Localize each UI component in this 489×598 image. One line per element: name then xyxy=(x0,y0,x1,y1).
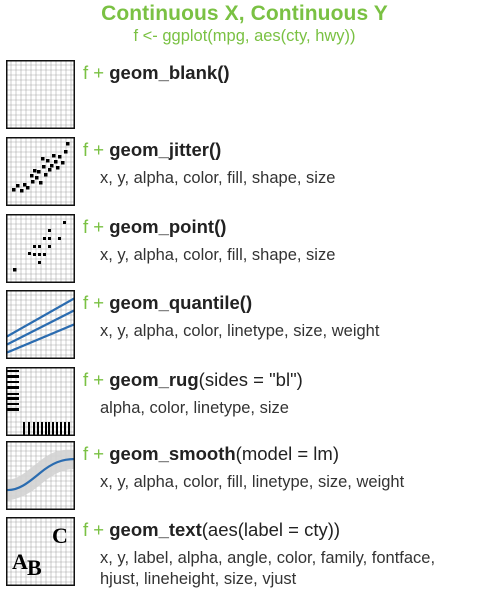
grid-lines xyxy=(6,137,75,206)
icon-frame xyxy=(6,137,75,206)
function-name: geom_blank xyxy=(109,62,218,83)
geom-blank-call: f + geom_blank() xyxy=(83,62,230,84)
f-plus: f + xyxy=(83,62,110,83)
geom-rug-call: f + geom_rug(sides = "bl") xyxy=(83,369,303,391)
icon-frame xyxy=(6,60,75,129)
geom-smooth-aesthetics: x, y, alpha, color, fill, linetype, size… xyxy=(100,473,405,491)
function-args: (aes(label = cty)) xyxy=(201,519,341,540)
geom-text-call: f + geom_text(aes(label = cty)) xyxy=(83,519,340,541)
function-name: geom_quantile xyxy=(109,292,240,313)
geom-smooth-icon xyxy=(6,441,75,510)
text-letter-c: C xyxy=(52,523,68,548)
geom-point-icon xyxy=(6,214,75,283)
page-title: Continuous X, Continuous Y xyxy=(101,2,388,25)
rug-left xyxy=(6,370,19,411)
geom-quantile-icon xyxy=(6,290,75,359)
function-args: () xyxy=(214,216,227,237)
geom-quantile-aesthetics: x, y, alpha, color, linetype, size, weig… xyxy=(100,322,380,340)
icon-frame xyxy=(6,441,75,510)
function-args: (model = lm) xyxy=(235,443,339,464)
geom-rug-icon xyxy=(6,367,75,436)
f-plus: f + xyxy=(83,519,110,540)
smooth-line xyxy=(6,457,75,492)
f-plus: f + xyxy=(83,443,110,464)
geom-quantile-call: f + geom_quantile() xyxy=(83,292,252,314)
icon-frame xyxy=(6,290,75,359)
f-plus: f + xyxy=(83,216,110,237)
function-name: geom_text xyxy=(109,519,202,540)
f-plus: f + xyxy=(83,292,110,313)
rug-bottom xyxy=(23,422,70,436)
function-name: geom_point xyxy=(109,216,215,237)
f-plus: f + xyxy=(83,139,110,160)
geom-text-icon: A B C xyxy=(6,517,75,586)
geom-point-aesthetics: x, y, alpha, color, fill, shape, size xyxy=(100,246,336,264)
f-plus: f + xyxy=(83,369,110,390)
function-name: geom_jitter xyxy=(109,139,209,160)
scatter-points xyxy=(13,221,66,272)
text-letter-a: A xyxy=(12,549,28,574)
function-name: geom_rug xyxy=(109,369,199,390)
geom-blank-icon xyxy=(6,60,75,129)
function-args: () xyxy=(239,292,253,313)
grid-lines xyxy=(6,214,75,283)
icon-frame xyxy=(6,517,75,586)
icon-frame xyxy=(6,367,75,436)
geom-jitter-icon xyxy=(6,137,75,206)
smooth-band xyxy=(6,449,75,501)
function-args: (sides = "bl") xyxy=(198,369,303,390)
geom-jitter-aesthetics: x, y, alpha, color, fill, shape, size xyxy=(100,169,336,187)
function-args: () xyxy=(208,139,222,160)
icon-frame xyxy=(6,214,75,283)
text-letter-b: B xyxy=(27,555,42,580)
geom-jitter-call: f + geom_jitter() xyxy=(83,139,221,161)
geom-text-aesthetics-line-2: hjust, lineheight, size, vjust xyxy=(100,570,297,588)
grid-lines xyxy=(6,60,75,129)
function-args: () xyxy=(217,62,230,83)
geom-rug-aesthetics: alpha, color, linetype, size xyxy=(100,399,289,417)
jitter-points xyxy=(12,142,70,193)
geom-text-aesthetics-line-1: x, y, label, alpha, angle, color, family… xyxy=(100,549,436,567)
grid-lines xyxy=(6,517,75,586)
function-name: geom_smooth xyxy=(109,443,236,464)
geom-point-call: f + geom_point() xyxy=(83,216,226,238)
page-subtitle: f <- ggplot(mpg, aes(cty, hwy)) xyxy=(133,27,356,45)
geom-smooth-call: f + geom_smooth(model = lm) xyxy=(83,443,339,465)
quantile-lines xyxy=(6,297,75,355)
